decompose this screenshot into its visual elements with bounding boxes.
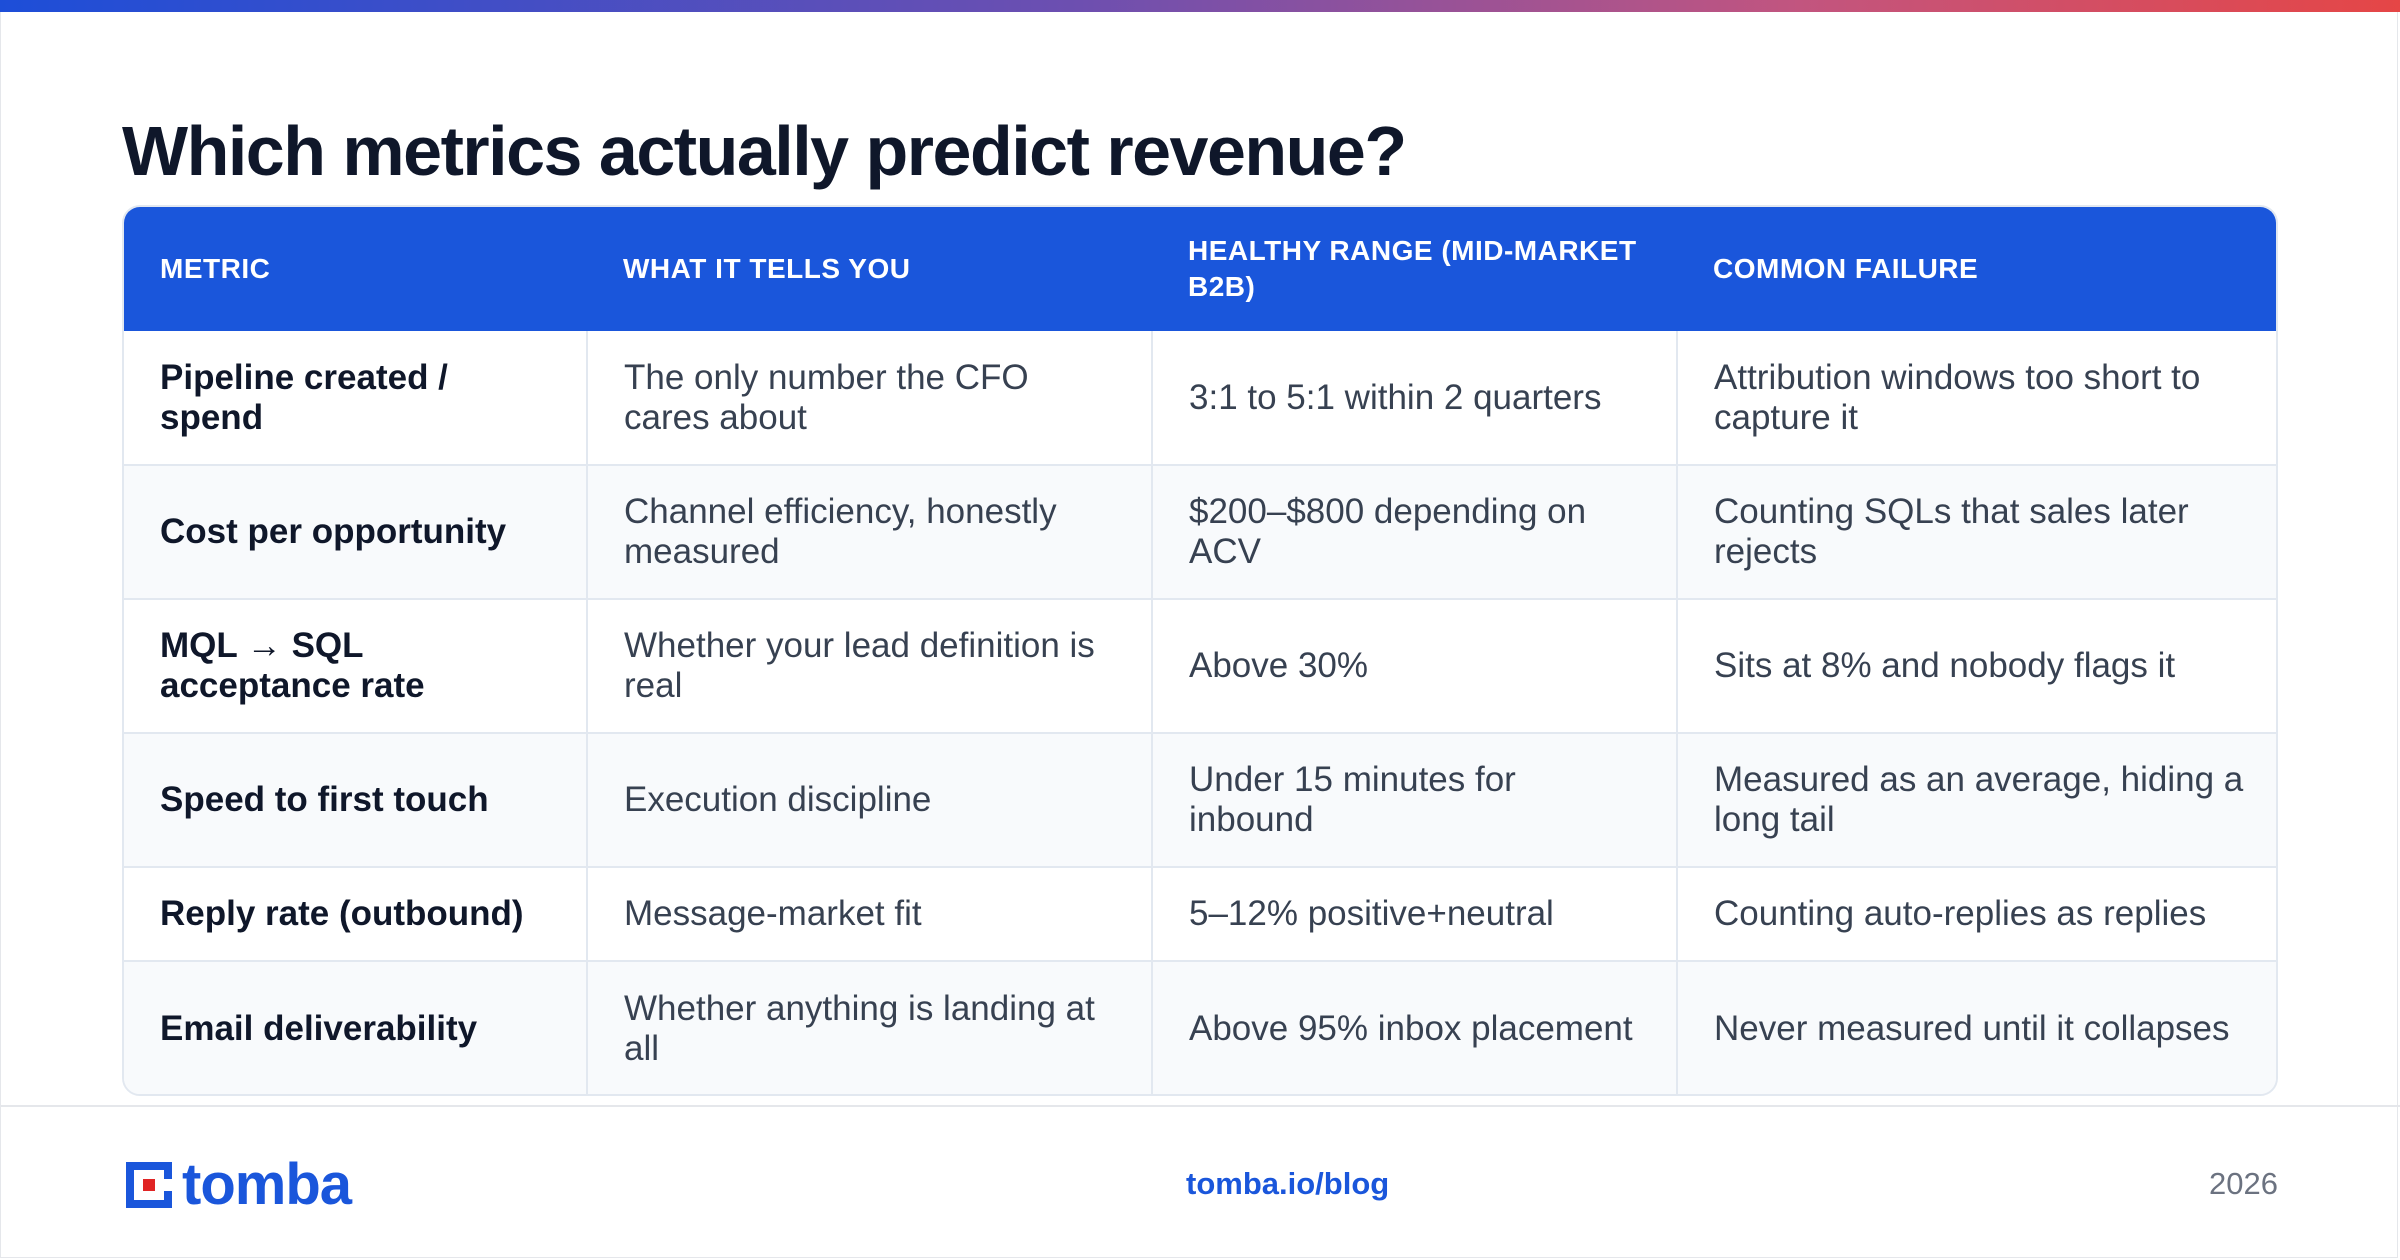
cell-common-failure: Attribution windows too short to capture… — [1676, 331, 2276, 465]
header-healthy-range: HEALTHY RANGE (MID-MARKET B2B) — [1188, 235, 1637, 302]
cell-metric: Cost per opportunity — [124, 464, 587, 599]
cell-common-failure: Counting SQLs that sales later rejects — [1676, 464, 2276, 599]
table-row: Cost per opportunity Channel efficiency,… — [124, 464, 2276, 599]
metrics-table: METRIC WHAT IT TELLS YOU HEALTHY RANGE (… — [122, 205, 2278, 1096]
cell-healthy-range: $200–$800 depending on ACV — [1151, 464, 1677, 599]
cell-common-failure: Measured as an average, hiding a long ta… — [1676, 732, 2276, 867]
cell-what-it-tells-you: The only number the CFO cares about — [586, 331, 1152, 465]
cell-metric: MQL → SQL acceptance rate — [124, 598, 587, 733]
tomba-logo[interactable]: tomba — [122, 1152, 352, 1217]
cell-what-it-tells-you: Execution discipline — [586, 732, 1152, 867]
top-gradient-bar — [0, 0, 2400, 12]
cell-common-failure: Sits at 8% and nobody flags it — [1676, 598, 2276, 733]
header-metric: METRIC — [160, 253, 271, 284]
cell-healthy-range: 3:1 to 5:1 within 2 quarters — [1151, 331, 1677, 465]
table-row: Email deliverability Whether anything is… — [124, 960, 2276, 1094]
brand-name: tomba — [182, 1152, 352, 1217]
header-what-it-tells-you: WHAT IT TELLS YOU — [623, 253, 911, 284]
cell-metric: Speed to first touch — [124, 732, 587, 867]
cell-healthy-range: 5–12% positive+neutral — [1151, 866, 1677, 961]
table-row: Reply rate (outbound) Message-market fit… — [124, 866, 2276, 961]
blog-link[interactable]: tomba.io/blog — [1186, 1166, 1390, 1201]
cell-what-it-tells-you: Message-market fit — [586, 866, 1152, 961]
page-title: Which metrics actually predict revenue? — [122, 112, 1407, 190]
cell-metric: Email deliverability — [124, 960, 587, 1094]
cell-metric: Reply rate (outbound) — [124, 866, 587, 961]
table-row: Speed to first touch Execution disciplin… — [124, 732, 2276, 867]
table-row: MQL → SQL acceptance rate Whether your l… — [124, 598, 2276, 733]
cell-metric: Pipeline created / spend — [160, 357, 448, 437]
cell-common-failure: Never measured until it collapses — [1676, 960, 2276, 1094]
tomba-logo-icon — [126, 1162, 172, 1208]
cell-common-failure: Counting auto-replies as replies — [1676, 866, 2276, 961]
footer-year: 2026 — [2209, 1166, 2278, 1201]
table-row: Pipeline created / spend The only number… — [124, 331, 2276, 465]
table-header-row: METRIC WHAT IT TELLS YOU HEALTHY RANGE (… — [124, 207, 2276, 331]
cell-healthy-range: Under 15 minutes for inbound — [1151, 732, 1677, 867]
cell-what-it-tells-you: Channel efficiency, honestly measured — [586, 464, 1152, 599]
header-common-failure: COMMON FAILURE — [1713, 253, 1979, 284]
cell-healthy-range: Above 95% inbox placement — [1151, 960, 1677, 1094]
cell-what-it-tells-you: Whether anything is landing at all — [586, 960, 1152, 1094]
cell-healthy-range: Above 30% — [1151, 598, 1677, 733]
cell-what-it-tells-you: Whether your lead definition is real — [586, 598, 1152, 733]
footer-divider — [0, 1105, 2400, 1107]
